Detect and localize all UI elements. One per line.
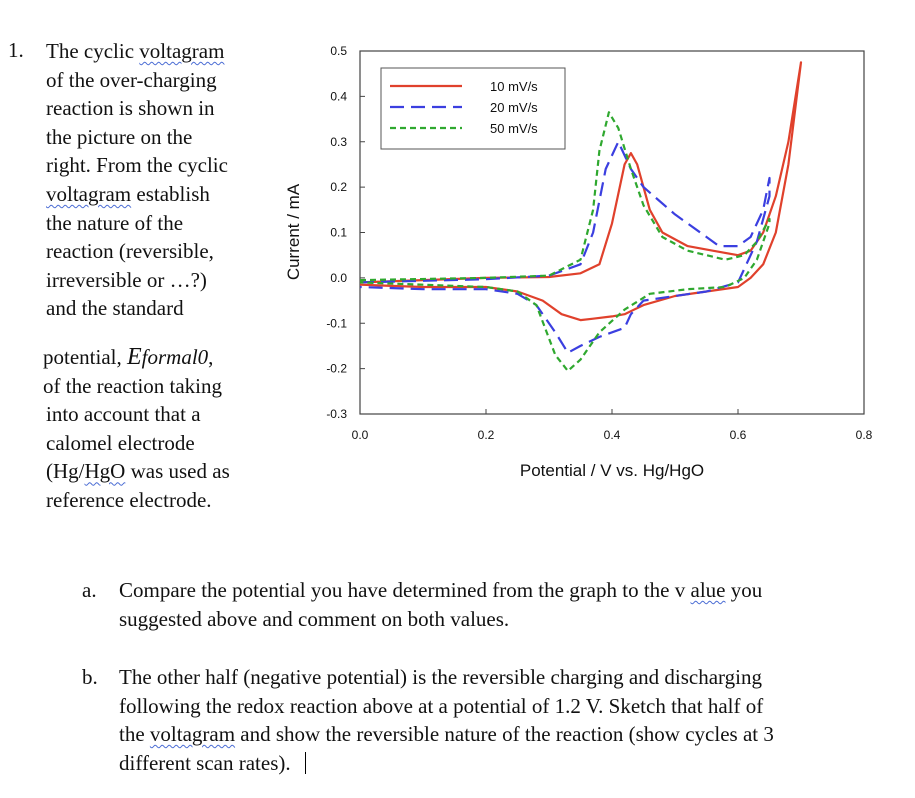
text-line: The other half (negative potential) is t… bbox=[119, 665, 763, 689]
text-line: different scan rates). bbox=[119, 749, 774, 778]
x-tick-label: 0.6 bbox=[730, 428, 747, 442]
y-tick-label: -0.2 bbox=[326, 362, 347, 376]
text-line: (Hg/HgO was used as bbox=[46, 459, 230, 484]
x-tick-label: 0.4 bbox=[604, 428, 621, 442]
spellcheck-underline: voltagram bbox=[149, 722, 236, 746]
y-axis-label: Current / mA bbox=[284, 183, 303, 280]
x-tick-label: 0.2 bbox=[478, 428, 495, 442]
y-tick-label: -0.1 bbox=[326, 316, 347, 330]
x-axis-label: Potential / V vs. Hg/HgO bbox=[520, 461, 704, 480]
text-line: and the standard bbox=[46, 296, 184, 321]
x-tick-label: 0.0 bbox=[352, 428, 369, 442]
text-line: suggested above and comment on both valu… bbox=[119, 606, 510, 631]
series-line-20-mv-s bbox=[359, 140, 771, 354]
text-cursor bbox=[304, 751, 306, 774]
legend-label: 20 mV/s bbox=[490, 100, 538, 115]
text-line: the nature of the bbox=[46, 210, 184, 235]
text-line: of the reaction taking bbox=[43, 373, 223, 398]
text-line: the picture on the bbox=[46, 124, 193, 149]
legend: 10 mV/s 20 mV/s 50 mV/s bbox=[380, 67, 566, 150]
spellcheck-underline: alue bbox=[690, 578, 726, 602]
y-tick-label: 0.5 bbox=[330, 44, 347, 58]
legend-box bbox=[380, 67, 566, 150]
text-line: reaction (reversible, bbox=[46, 239, 214, 264]
text-line: Compare the potential you have determine… bbox=[119, 578, 763, 602]
legend-label: 10 mV/s bbox=[490, 79, 538, 94]
y-tick-label: 0.4 bbox=[330, 89, 347, 103]
text-line: the voltagram and show the reversible na… bbox=[119, 722, 774, 746]
y-tick-label: 0.2 bbox=[330, 180, 347, 194]
part-a-label: a. bbox=[82, 578, 97, 602]
series-line-10-mv-s bbox=[359, 61, 803, 322]
spellcheck-underline: voltagram bbox=[46, 181, 132, 206]
text-line: reference electrode. bbox=[46, 487, 212, 512]
legend-label: 50 mV/s bbox=[490, 121, 538, 136]
part-b-label: b. bbox=[82, 665, 98, 689]
question-intro: The cyclic voltagram of the over-charging… bbox=[46, 37, 228, 323]
text-line: of the over-charging bbox=[46, 67, 217, 92]
series-line-50-mv-s bbox=[359, 111, 771, 372]
question-continued: potential, Eformal0, of the reaction tak… bbox=[43, 343, 230, 512]
y-tick-label: 0.3 bbox=[330, 135, 347, 149]
text-line: into account that a bbox=[46, 402, 201, 427]
text-line: irreversible or …?) bbox=[46, 267, 207, 292]
text-line: reaction is shown in bbox=[46, 96, 215, 121]
potential-subscript: formal0 bbox=[141, 345, 209, 369]
potential-symbol: E bbox=[126, 344, 142, 370]
text-line: following the redox reaction above at a … bbox=[119, 693, 764, 718]
spellcheck-underline: voltagram bbox=[139, 39, 225, 63]
text-line: right. From the cyclic bbox=[46, 153, 228, 178]
potential-line: potential, Eformal0, bbox=[43, 344, 214, 370]
spellcheck-underline: HgO bbox=[84, 459, 126, 484]
text-line: calomel electrode bbox=[46, 430, 195, 455]
y-tick-label: -0.3 bbox=[326, 407, 347, 421]
y-tick-label: 0.0 bbox=[330, 271, 347, 285]
y-tick-label: 0.1 bbox=[330, 226, 347, 240]
cyclic-voltammogram-chart: 0.0 0.2 0.4 0.6 0.8 0.5 0.4 0.3 0.2 0.1 0.0 -0.1 -0.… bbox=[284, 44, 873, 480]
question-number: 1. bbox=[8, 38, 24, 62]
text-line: The cyclic voltagram bbox=[46, 39, 225, 63]
text-line: voltagram establish bbox=[46, 181, 210, 206]
x-tick-label: 0.8 bbox=[856, 428, 873, 442]
